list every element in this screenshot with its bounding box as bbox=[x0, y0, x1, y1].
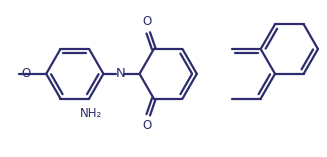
Text: N: N bbox=[116, 67, 126, 80]
Text: O: O bbox=[21, 67, 31, 80]
Text: NH₂: NH₂ bbox=[79, 107, 102, 120]
Text: O: O bbox=[142, 15, 151, 28]
Text: O: O bbox=[142, 119, 151, 133]
